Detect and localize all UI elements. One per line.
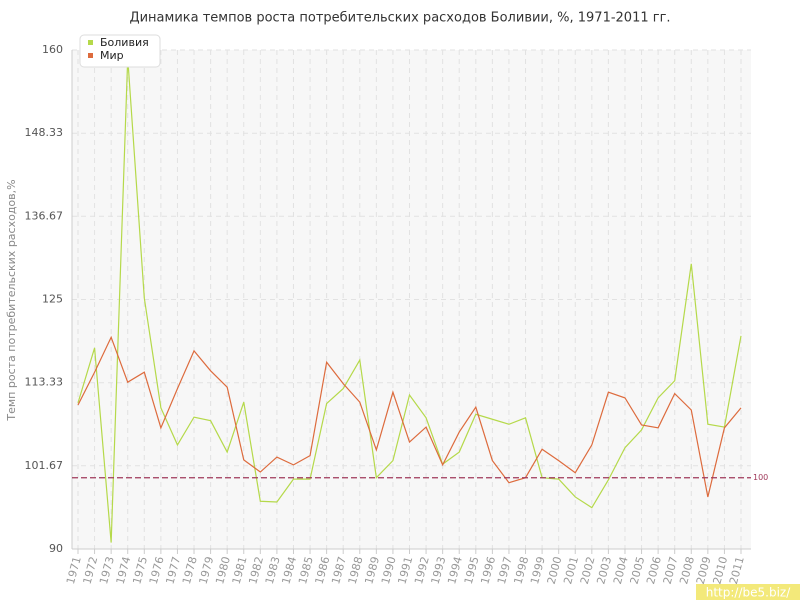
y-tick-label: 113.33 <box>25 376 64 389</box>
y-tick-label: 160 <box>42 43 63 56</box>
watermark-bg <box>696 584 800 600</box>
series-line <box>77 335 742 498</box>
y-axis-label: Темп роста потребительских расходов,% <box>5 179 18 421</box>
chart-title: Динамика темпов роста потребительских ра… <box>129 11 670 26</box>
grid <box>72 49 751 550</box>
marks <box>77 57 742 543</box>
reference-label: 100 <box>753 473 768 482</box>
y-tick-label: 136.67 <box>25 209 64 222</box>
legend-label: Боливия <box>100 36 149 49</box>
y-tick-label: 148.33 <box>25 126 64 139</box>
watermark: http://be5.biz/ <box>706 586 791 600</box>
x-tick-label: 2011 <box>727 555 747 585</box>
series-line <box>77 57 742 543</box>
legend-swatch <box>88 53 93 58</box>
y-tick-label: 125 <box>42 293 63 306</box>
legend-label: Мир <box>100 49 124 62</box>
legend-swatch <box>88 40 93 45</box>
y-tick-label: 90 <box>49 542 63 555</box>
legend-box <box>79 34 161 68</box>
y-tick-label: 101.67 <box>25 459 64 472</box>
plot-area <box>72 50 751 549</box>
